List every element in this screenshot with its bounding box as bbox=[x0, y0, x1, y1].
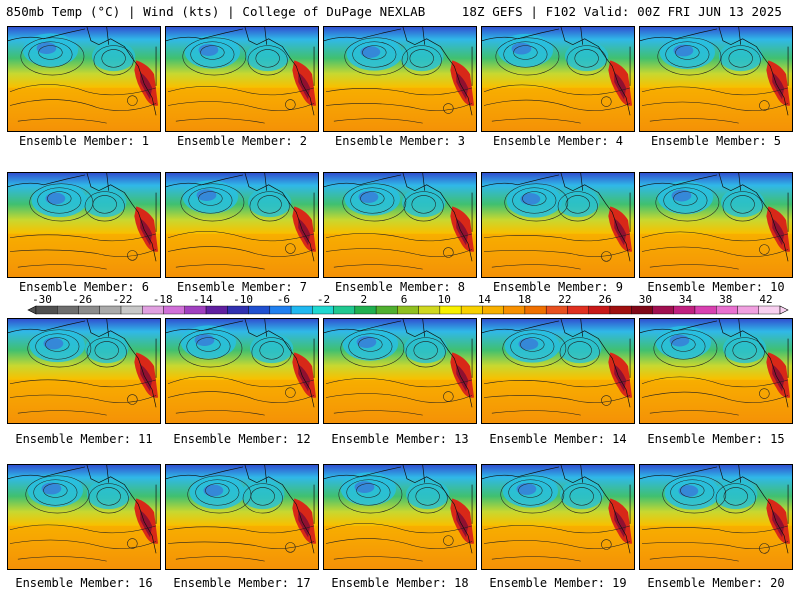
ensemble-map-panel bbox=[639, 26, 793, 132]
colorbar-tick-label: 14 bbox=[477, 293, 492, 306]
ensemble-member-label: Ensemble Member: 7 bbox=[176, 280, 308, 294]
colorbar-swatch bbox=[99, 305, 122, 315]
ensemble-map-panel bbox=[323, 464, 477, 570]
ensemble-map-panel bbox=[481, 318, 635, 424]
ensemble-member-label: Ensemble Member: 8 bbox=[334, 280, 466, 294]
colorbar-tick-label: -10 bbox=[233, 293, 254, 306]
colorbar-swatch bbox=[631, 305, 653, 315]
ensemble-member-label: Ensemble Member: 9 bbox=[492, 280, 624, 294]
ensemble-map-panel bbox=[323, 318, 477, 424]
colorbar-swatch bbox=[652, 305, 674, 315]
colorbar-tick-label: 34 bbox=[678, 293, 693, 306]
colorbar-swatch bbox=[694, 305, 717, 315]
map-title: 850mb Temp (°C) | Wind (kts) | College o… bbox=[6, 4, 426, 19]
colorbar-swatch bbox=[439, 305, 462, 315]
colorbar-swatch bbox=[163, 305, 185, 315]
ensemble-member-label: Ensemble Member: 10 bbox=[647, 280, 785, 294]
colorbar-swatch bbox=[205, 305, 228, 315]
ensemble-member-label: Ensemble Member: 1 bbox=[18, 134, 150, 148]
colorbar-tick-label: 6 bbox=[400, 293, 408, 306]
colorbar-swatches bbox=[27, 305, 789, 315]
colorbar-tick-label: 42 bbox=[759, 293, 773, 306]
ensemble-member-label: Ensemble Member: 12 bbox=[173, 432, 311, 446]
ensemble-map-panel bbox=[323, 26, 477, 132]
colorbar-swatch bbox=[397, 305, 419, 315]
colorbar-tick-label: -26 bbox=[72, 293, 93, 306]
colorbar-swatch bbox=[227, 305, 249, 315]
colorbar-swatch bbox=[142, 305, 164, 315]
colorbar-swatch bbox=[57, 305, 79, 315]
colorbar-swatch bbox=[545, 305, 568, 315]
ensemble-map-panel bbox=[7, 26, 161, 132]
run-valid-time: 18Z GEFS | F102 Valid: 00Z FRI JUN 13 20… bbox=[461, 4, 782, 19]
colorbar-swatch bbox=[673, 305, 696, 315]
colorbar-swatch bbox=[524, 305, 547, 315]
colorbar-tick-label: 10 bbox=[437, 293, 451, 306]
ensemble-member-label: Ensemble Member: 13 bbox=[331, 432, 469, 446]
colorbar-swatch bbox=[503, 305, 526, 315]
colorbar-swatch bbox=[120, 305, 143, 315]
ensemble-member-label: Ensemble Member: 14 bbox=[489, 432, 627, 446]
ensemble-member-label: Ensemble Member: 19 bbox=[489, 576, 627, 590]
colorbar-tick-label: -18 bbox=[152, 293, 173, 306]
colorbar-swatch bbox=[716, 305, 738, 315]
ensemble-member-label: Ensemble Member: 3 bbox=[334, 134, 466, 148]
colorbar-swatch bbox=[588, 305, 611, 315]
colorbar-swatch bbox=[248, 305, 271, 315]
ensemble-map-panel bbox=[323, 172, 477, 278]
colorbar-swatch bbox=[375, 305, 398, 315]
ensemble-member-label: Ensemble Member: 17 bbox=[173, 576, 311, 590]
ensemble-map-panel bbox=[165, 318, 319, 424]
colorbar-swatch bbox=[567, 305, 589, 315]
colorbar-tick-label: 2 bbox=[360, 293, 368, 306]
colorbar-swatch bbox=[609, 305, 632, 315]
colorbar-swatch bbox=[333, 305, 356, 315]
colorbar-tick-label: 22 bbox=[558, 293, 572, 306]
colorbar-tick-label: 18 bbox=[518, 293, 532, 306]
temperature-colorbar: -30 -26 -22 -18 -14 -10 -6 -2 2 6 10 14 18 22 26 30 34 38… bbox=[0, 293, 800, 320]
ensemble-map-panel bbox=[481, 26, 635, 132]
ensemble-map-panel bbox=[165, 26, 319, 132]
ensemble-map-panel bbox=[7, 172, 161, 278]
ensemble-member-label: Ensemble Member: 16 bbox=[15, 576, 153, 590]
colorbar-swatch bbox=[758, 305, 781, 315]
ensemble-member-label: Ensemble Member: 5 bbox=[650, 134, 782, 148]
colorbar-swatch bbox=[35, 305, 58, 315]
colorbar-tick-label: 38 bbox=[719, 293, 733, 306]
colorbar-swatch bbox=[269, 305, 292, 315]
ensemble-member-label: Ensemble Member: 2 bbox=[176, 134, 308, 148]
colorbar-tick-label: -22 bbox=[112, 293, 133, 306]
colorbar-swatch bbox=[78, 305, 100, 315]
ensemble-member-label: Ensemble Member: 11 bbox=[15, 432, 153, 446]
colorbar-tick-label: -30 bbox=[32, 293, 52, 306]
colorbar-swatch bbox=[482, 305, 504, 315]
colorbar-swatch bbox=[312, 305, 334, 315]
ensemble-member-label: Ensemble Member: 6 bbox=[18, 280, 150, 294]
colorbar-swatch bbox=[460, 305, 483, 315]
colorbar-tick-label: 30 bbox=[638, 293, 652, 306]
colorbar-swatch bbox=[418, 305, 441, 315]
colorbar-tick-label: -6 bbox=[276, 293, 290, 306]
ensemble-map-panel bbox=[165, 464, 319, 570]
ensemble-map-panel bbox=[639, 318, 793, 424]
ensemble-map-panel bbox=[7, 318, 161, 424]
colorbar-swatch bbox=[354, 305, 377, 315]
colorbar-tick-label: 26 bbox=[598, 293, 612, 306]
ensemble-member-label: Ensemble Member: 4 bbox=[492, 134, 624, 148]
ensemble-member-label: Ensemble Member: 15 bbox=[647, 432, 785, 446]
ensemble-map-panel bbox=[481, 172, 635, 278]
colorbar-tick-label: -14 bbox=[192, 293, 213, 306]
ensemble-map-panel bbox=[165, 172, 319, 278]
ensemble-map-panel bbox=[639, 172, 793, 278]
ensemble-map-panel bbox=[481, 464, 635, 570]
ensemble-map-panel bbox=[639, 464, 793, 570]
ensemble-map-panel bbox=[7, 464, 161, 570]
ensemble-member-label: Ensemble Member: 20 bbox=[647, 576, 785, 590]
colorbar-swatch bbox=[184, 305, 207, 315]
colorbar-swatch bbox=[290, 305, 313, 315]
ensemble-member-label: Ensemble Member: 18 bbox=[331, 576, 469, 590]
colorbar-tick-label: -2 bbox=[316, 293, 331, 306]
colorbar-swatch bbox=[737, 305, 759, 315]
